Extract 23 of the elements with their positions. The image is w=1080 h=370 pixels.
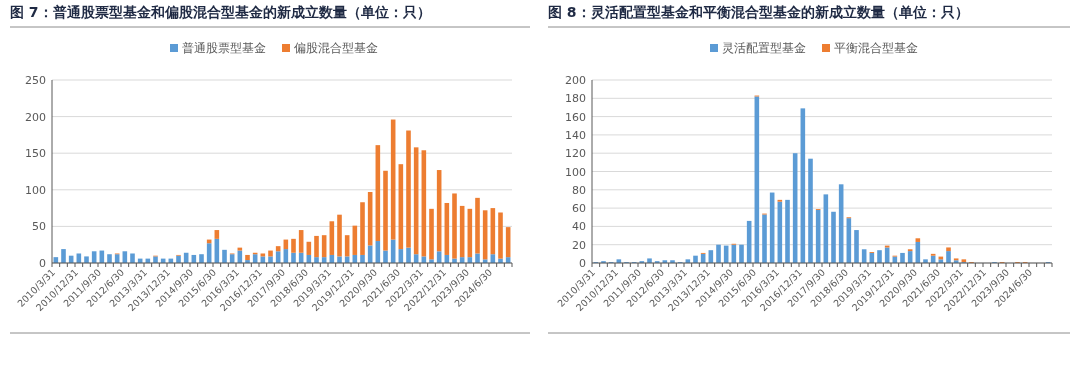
y-tick-label: 140: [565, 128, 586, 142]
legend-label: 普通股票型基金: [182, 41, 266, 55]
y-tick-label: 200: [565, 74, 586, 87]
y-tick-label: 150: [25, 147, 46, 161]
y-tick-label: 100: [565, 165, 586, 179]
y-tick-label: 250: [25, 74, 46, 87]
y-tick-label: 180: [565, 92, 586, 106]
y-tick-label: 120: [565, 147, 586, 161]
legend-label: 偏股混合型基金: [294, 41, 378, 55]
y-tick-label: 50: [32, 220, 46, 234]
y-tick-label: 80: [572, 183, 586, 197]
y-tick-label: 100: [25, 183, 46, 197]
chart-title: 图 7：普通股票型基金和偏股混合型基金的新成立数量（单位：只）: [10, 4, 431, 20]
y-tick-label: 20: [572, 238, 586, 252]
y-tick-label: 0: [579, 257, 586, 270]
y-tick-label: 0: [39, 257, 46, 270]
y-tick-label: 40: [572, 220, 586, 234]
legend-label: 灵活配置型基金: [722, 41, 806, 55]
chart-title: 图 8：灵活配置型基金和平衡混合型基金的新成立数量（单位：只）: [548, 4, 969, 20]
legend-label: 平衡混合型基金: [834, 41, 918, 55]
y-tick-label: 160: [565, 110, 586, 124]
y-tick-label: 200: [25, 110, 46, 124]
y-tick-label: 60: [572, 202, 586, 216]
